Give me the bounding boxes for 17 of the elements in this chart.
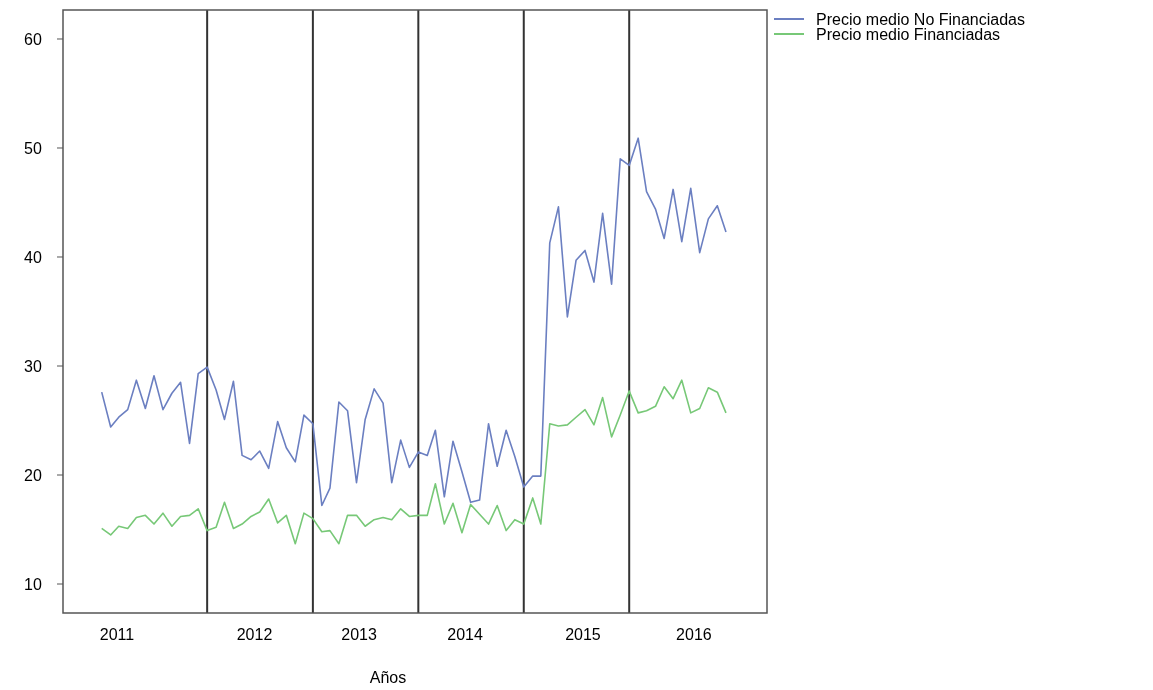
x-axis-title: Años bbox=[369, 669, 407, 686]
y-tick-label: 20 bbox=[24, 466, 42, 484]
legend-label: Precio medio No Financiadas bbox=[816, 10, 1025, 28]
line-series bbox=[100, 137, 727, 507]
y-tick-label: 30 bbox=[24, 357, 42, 375]
y-tick-label: 10 bbox=[24, 575, 42, 593]
x-tick-label: 2012 bbox=[236, 626, 273, 643]
y-tick-label: 60 bbox=[24, 30, 42, 48]
y-tick-label: 50 bbox=[24, 139, 42, 157]
x-tick-label: 2013 bbox=[341, 626, 377, 643]
x-tick-label: 2014 bbox=[447, 626, 484, 643]
x-tick-label: 2016 bbox=[676, 626, 712, 643]
legend-label: Precio medio Financiadas bbox=[816, 25, 1001, 43]
x-tick-label: 2011 bbox=[99, 626, 135, 643]
line-series bbox=[100, 379, 727, 545]
y-tick-label: 40 bbox=[24, 248, 42, 266]
x-tick-label: 2015 bbox=[565, 626, 601, 643]
